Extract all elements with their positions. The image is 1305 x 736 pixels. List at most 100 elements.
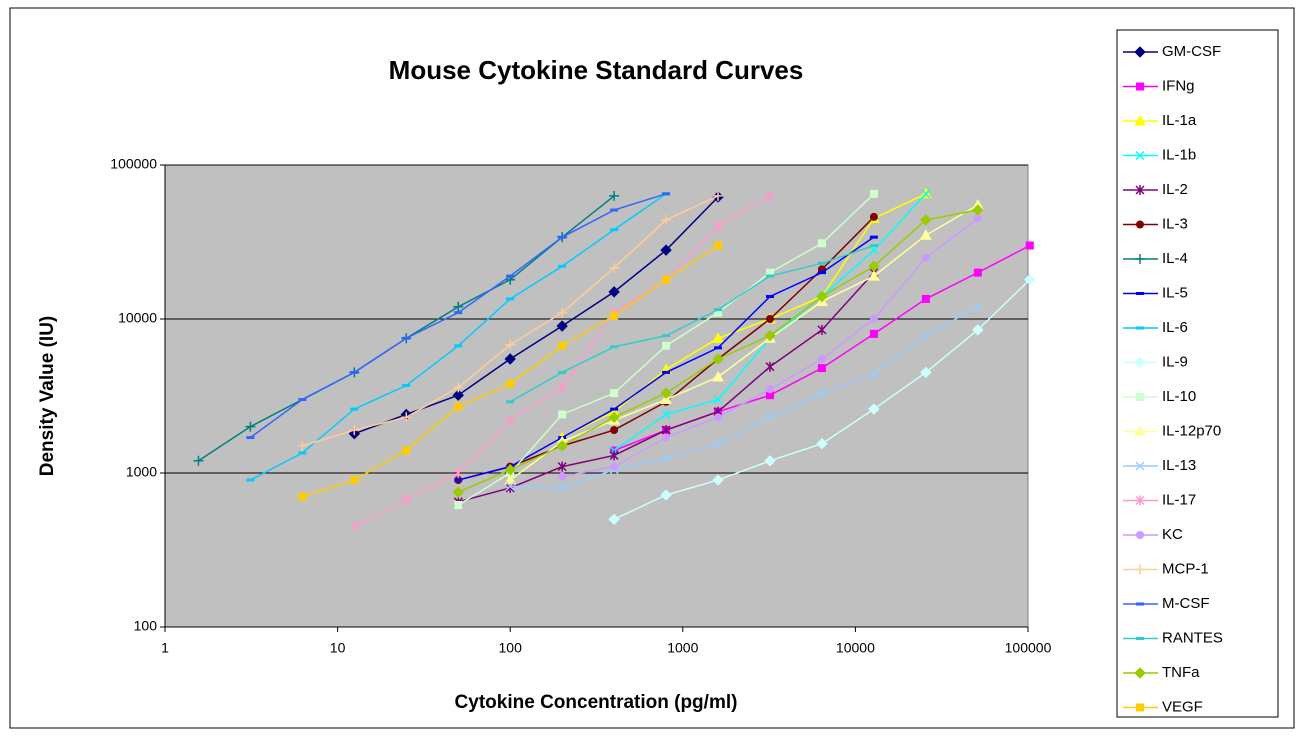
marker: [610, 345, 619, 349]
marker: [1136, 602, 1144, 606]
y-tick-label: 1000: [126, 464, 157, 480]
marker: [713, 439, 723, 449]
marker: [610, 389, 619, 398]
series: [354, 196, 719, 435]
marker: [869, 369, 879, 379]
marker: [506, 400, 515, 404]
marker: [350, 476, 359, 485]
marker: [401, 494, 411, 505]
marker: [1136, 220, 1144, 229]
marker: [1136, 326, 1144, 330]
legend-label: KC: [1162, 526, 1183, 543]
marker: [504, 464, 516, 476]
marker: [921, 189, 931, 199]
marker: [557, 461, 567, 472]
marker: [712, 353, 724, 365]
marker: [558, 341, 567, 350]
marker: [765, 412, 775, 422]
x-tick-label: 100000: [1005, 640, 1052, 656]
marker: [661, 425, 671, 436]
marker: [453, 468, 463, 478]
legend-label: IL-6: [1162, 319, 1188, 336]
marker: [1136, 292, 1144, 295]
marker: [765, 315, 774, 323]
marker: [817, 354, 826, 363]
marker: [765, 385, 774, 394]
marker: [246, 478, 255, 482]
y-tick-label: 10000: [118, 310, 157, 326]
marker: [298, 398, 307, 402]
marker: [610, 407, 619, 411]
marker: [298, 492, 307, 501]
legend-label: IL-2: [1162, 181, 1188, 198]
marker: [714, 241, 723, 250]
marker: [610, 228, 619, 232]
marker: [662, 370, 671, 374]
marker: [817, 271, 826, 275]
marker: [662, 433, 671, 442]
marker: [662, 275, 671, 284]
marker: [712, 474, 724, 486]
marker: [817, 261, 826, 265]
marker: [1136, 531, 1144, 539]
marker: [556, 440, 568, 452]
legend-box: [1116, 29, 1279, 718]
series-line: [354, 196, 719, 435]
marker: [816, 437, 828, 450]
marker: [817, 324, 827, 335]
marker: [660, 393, 672, 405]
marker: [610, 311, 619, 320]
marker: [817, 239, 826, 248]
marker: [454, 344, 463, 348]
marker: [660, 244, 672, 256]
marker: [921, 253, 930, 262]
marker: [714, 413, 723, 422]
legend-label: IL-1b: [1162, 146, 1196, 163]
marker: [454, 500, 463, 509]
marker: [1134, 46, 1146, 58]
marker: [245, 421, 256, 432]
marker: [973, 302, 983, 312]
marker: [505, 415, 515, 426]
marker: [610, 462, 619, 471]
legend-label: IFNg: [1162, 77, 1195, 94]
marker: [349, 425, 360, 436]
marker: [817, 388, 827, 398]
marker: [453, 301, 464, 312]
marker: [921, 331, 931, 341]
marker: [1136, 703, 1144, 712]
marker: [452, 389, 464, 401]
marker: [557, 307, 568, 318]
y-tick-label: 100000: [110, 156, 157, 172]
y-axis-label: Density Value (IU): [37, 316, 58, 477]
marker: [453, 382, 464, 393]
marker: [558, 370, 567, 374]
marker: [558, 235, 567, 239]
legend-label: IL-3: [1162, 215, 1188, 232]
legend-label: IL-1a: [1162, 112, 1197, 129]
marker: [869, 244, 878, 248]
marker: [504, 474, 517, 485]
marker: [713, 221, 723, 232]
marker: [662, 334, 671, 338]
marker: [1135, 495, 1145, 506]
marker: [1135, 254, 1145, 264]
marker: [609, 190, 620, 201]
marker: [1136, 82, 1144, 91]
marker: [298, 451, 307, 455]
marker: [765, 361, 775, 372]
marker: [506, 297, 515, 301]
marker: [1135, 150, 1145, 161]
marker: [713, 394, 723, 405]
marker: [1135, 564, 1145, 575]
marker: [297, 440, 308, 451]
marker: [869, 245, 879, 255]
marker: [610, 208, 619, 212]
marker: [1136, 637, 1144, 640]
x-tick-label: 10: [330, 640, 346, 656]
marker: [765, 268, 774, 277]
legend-label: VEGF: [1162, 698, 1203, 715]
marker: [402, 383, 411, 387]
marker: [660, 489, 672, 501]
marker: [661, 409, 671, 419]
